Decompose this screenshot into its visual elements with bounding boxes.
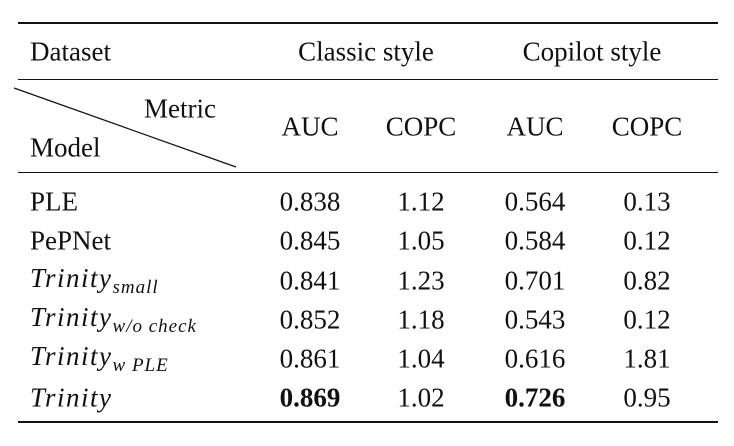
- value-cell: 0.12: [623, 304, 671, 335]
- header-group: Classic style: [298, 36, 434, 67]
- value-cell: 1.05: [397, 225, 445, 256]
- value-cell: 0.12: [623, 225, 671, 256]
- value-cell: 1.18: [397, 304, 445, 335]
- model-name: Trinityw/o check: [30, 302, 197, 337]
- value-cell: 1.02: [397, 382, 445, 413]
- model-name: PePNet: [30, 225, 111, 256]
- model-name: Trinitysmall: [30, 263, 159, 298]
- diagonal-label: Model: [30, 132, 101, 163]
- model-name: Trinity: [30, 382, 113, 413]
- value-cell: 0.564: [504, 186, 566, 217]
- value-cell: 1.23: [397, 265, 445, 296]
- model-name: Trinityw PLE: [30, 341, 169, 376]
- model-base: Trinity: [30, 382, 113, 413]
- header-cell: Dataset: [30, 36, 111, 67]
- model-base: Trinity: [30, 302, 113, 332]
- top-rule: [18, 22, 718, 24]
- model-base: PLE: [30, 186, 79, 217]
- diagonal-label: Metric: [144, 93, 216, 124]
- header-group: Copilot style: [522, 36, 662, 67]
- model-sub: w/o check: [112, 316, 197, 337]
- value-cell: 1.12: [397, 186, 445, 217]
- model-sub: w PLE: [112, 355, 169, 376]
- mid-rule: [18, 79, 718, 80]
- mid-rule: [18, 172, 718, 173]
- value-cell: 0.852: [279, 304, 341, 335]
- model-base: Trinity: [30, 341, 113, 371]
- diagonal-line: [13, 87, 237, 168]
- model-name: PLE: [30, 186, 79, 217]
- value-cell: 0.543: [504, 304, 566, 335]
- value-cell: 0.726: [504, 382, 566, 413]
- value-cell: 0.95: [623, 382, 671, 413]
- value-cell: 0.584: [504, 225, 566, 256]
- value-cell: 1.04: [397, 343, 445, 374]
- value-cell: 0.841: [279, 265, 341, 296]
- model-sub: small: [112, 277, 159, 298]
- bottom-rule: [18, 421, 718, 423]
- value-cell: 0.869: [279, 382, 341, 413]
- value-cell: 0.82: [623, 265, 671, 296]
- value-cell: 0.701: [504, 265, 566, 296]
- model-base: Trinity: [30, 263, 113, 293]
- metric-header: AUC: [281, 111, 339, 142]
- value-cell: 1.81: [623, 343, 671, 374]
- model-base: PePNet: [30, 225, 111, 256]
- metric-header: AUC: [506, 111, 564, 142]
- value-cell: 0.616: [504, 343, 566, 374]
- metric-header: COPC: [385, 111, 457, 142]
- value-cell: 0.845: [279, 225, 341, 256]
- value-cell: 0.861: [279, 343, 341, 374]
- metric-header: COPC: [611, 111, 683, 142]
- value-cell: 0.13: [623, 186, 671, 217]
- value-cell: 0.838: [279, 186, 341, 217]
